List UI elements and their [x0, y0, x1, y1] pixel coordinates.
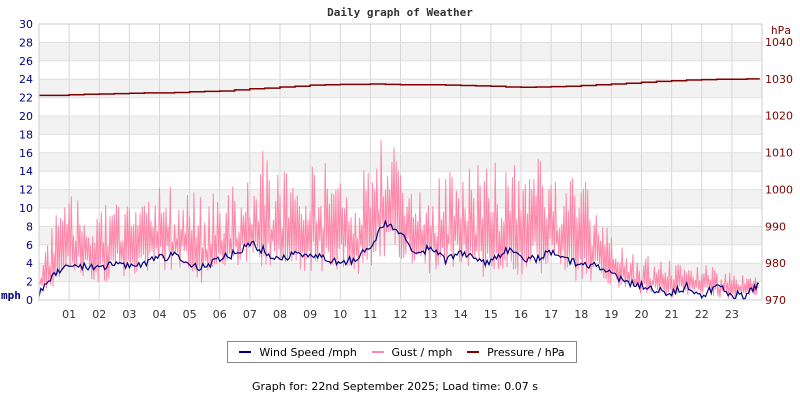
right-tick-label: 980 — [765, 257, 786, 270]
x-tick-label: 21 — [665, 308, 679, 321]
left-axis-label: mph — [1, 289, 21, 302]
left-tick-label: 26 — [19, 55, 33, 68]
left-tick-label: 14 — [19, 165, 33, 178]
x-axis-ticks: 01 02 03 04 05 06 07 08 09 10 11 12 13 14 15 16 17 18 19 20… — [62, 308, 739, 321]
left-tick-label: 28 — [19, 36, 33, 49]
x-tick-label: 07 — [243, 308, 257, 321]
x-tick-label: 23 — [725, 308, 739, 321]
legend-item-wind-speed: Wind Speed /mph — [239, 346, 357, 359]
x-tick-label: 16 — [514, 308, 528, 321]
legend-item-pressure: Pressure / hPa — [467, 346, 565, 359]
right-tick-label: 1040 — [765, 36, 793, 49]
legend-label: Wind Speed /mph — [259, 345, 357, 359]
wind-speed-series-line — [38, 219, 760, 300]
x-tick-label: 03 — [122, 308, 136, 321]
x-tick-label: 11 — [363, 308, 377, 321]
x-tick-label: 18 — [574, 308, 588, 321]
x-tick-label: 09 — [303, 308, 317, 321]
legend-label: Gust / mph — [391, 345, 453, 359]
right-tick-label: 1030 — [765, 73, 793, 86]
left-tick-label: 24 — [19, 73, 33, 86]
right-y-axis-ticks: 970 980 990 1000 1010 1020 1030 1040 — [765, 36, 793, 307]
x-tick-label: 06 — [213, 308, 227, 321]
left-tick-label: 10 — [19, 202, 33, 215]
x-tick-label: 20 — [635, 308, 649, 321]
left-tick-label: 30 — [19, 18, 33, 31]
x-tick-label: 04 — [153, 308, 167, 321]
x-tick-label: 08 — [273, 308, 287, 321]
x-tick-label: 01 — [62, 308, 76, 321]
legend-label: Pressure / hPa — [487, 345, 565, 359]
pressure-swatch-icon — [467, 351, 480, 353]
graph-footer: Graph for: 22nd September 2025; Load tim… — [252, 380, 538, 393]
left-tick-label: 22 — [19, 92, 33, 105]
left-tick-label: 2 — [26, 276, 33, 289]
plot-frame — [38, 23, 763, 301]
x-tick-label: 14 — [454, 308, 468, 321]
gust-series-line — [38, 139, 759, 299]
right-tick-label: 1000 — [765, 183, 793, 196]
x-tick-label: 19 — [604, 308, 618, 321]
left-tick-label: 0 — [26, 294, 33, 307]
wind-speed-swatch-icon — [239, 351, 252, 353]
x-tick-label: 22 — [695, 308, 709, 321]
x-tick-label: 15 — [484, 308, 498, 321]
legend-item-gust: Gust / mph — [371, 345, 453, 359]
x-tick-label: 05 — [183, 308, 197, 321]
x-tick-label: 17 — [544, 308, 558, 321]
right-axis-label: hPa — [771, 24, 791, 37]
x-tick-label: 13 — [424, 308, 438, 321]
chart-legend: Wind Speed /mph Gust / mph Pressure / hP… — [227, 341, 577, 363]
x-tick-label: 10 — [333, 308, 347, 321]
right-tick-label: 970 — [765, 294, 786, 307]
left-tick-label: 18 — [19, 128, 33, 141]
left-tick-label: 20 — [19, 110, 33, 123]
pressure-series-line — [39, 78, 760, 97]
gust-swatch-icon — [371, 351, 384, 353]
left-tick-label: 8 — [26, 220, 33, 233]
right-tick-label: 1010 — [765, 147, 793, 160]
x-tick-label: 02 — [92, 308, 106, 321]
left-tick-label: 6 — [26, 239, 33, 252]
right-tick-label: 1020 — [765, 110, 793, 123]
chart-title: Daily graph of Weather — [327, 6, 473, 19]
left-tick-label: 4 — [26, 257, 33, 270]
left-tick-label: 12 — [19, 184, 33, 197]
left-tick-label: 16 — [19, 147, 33, 160]
x-tick-label: 12 — [394, 308, 408, 321]
right-tick-label: 990 — [765, 220, 786, 233]
